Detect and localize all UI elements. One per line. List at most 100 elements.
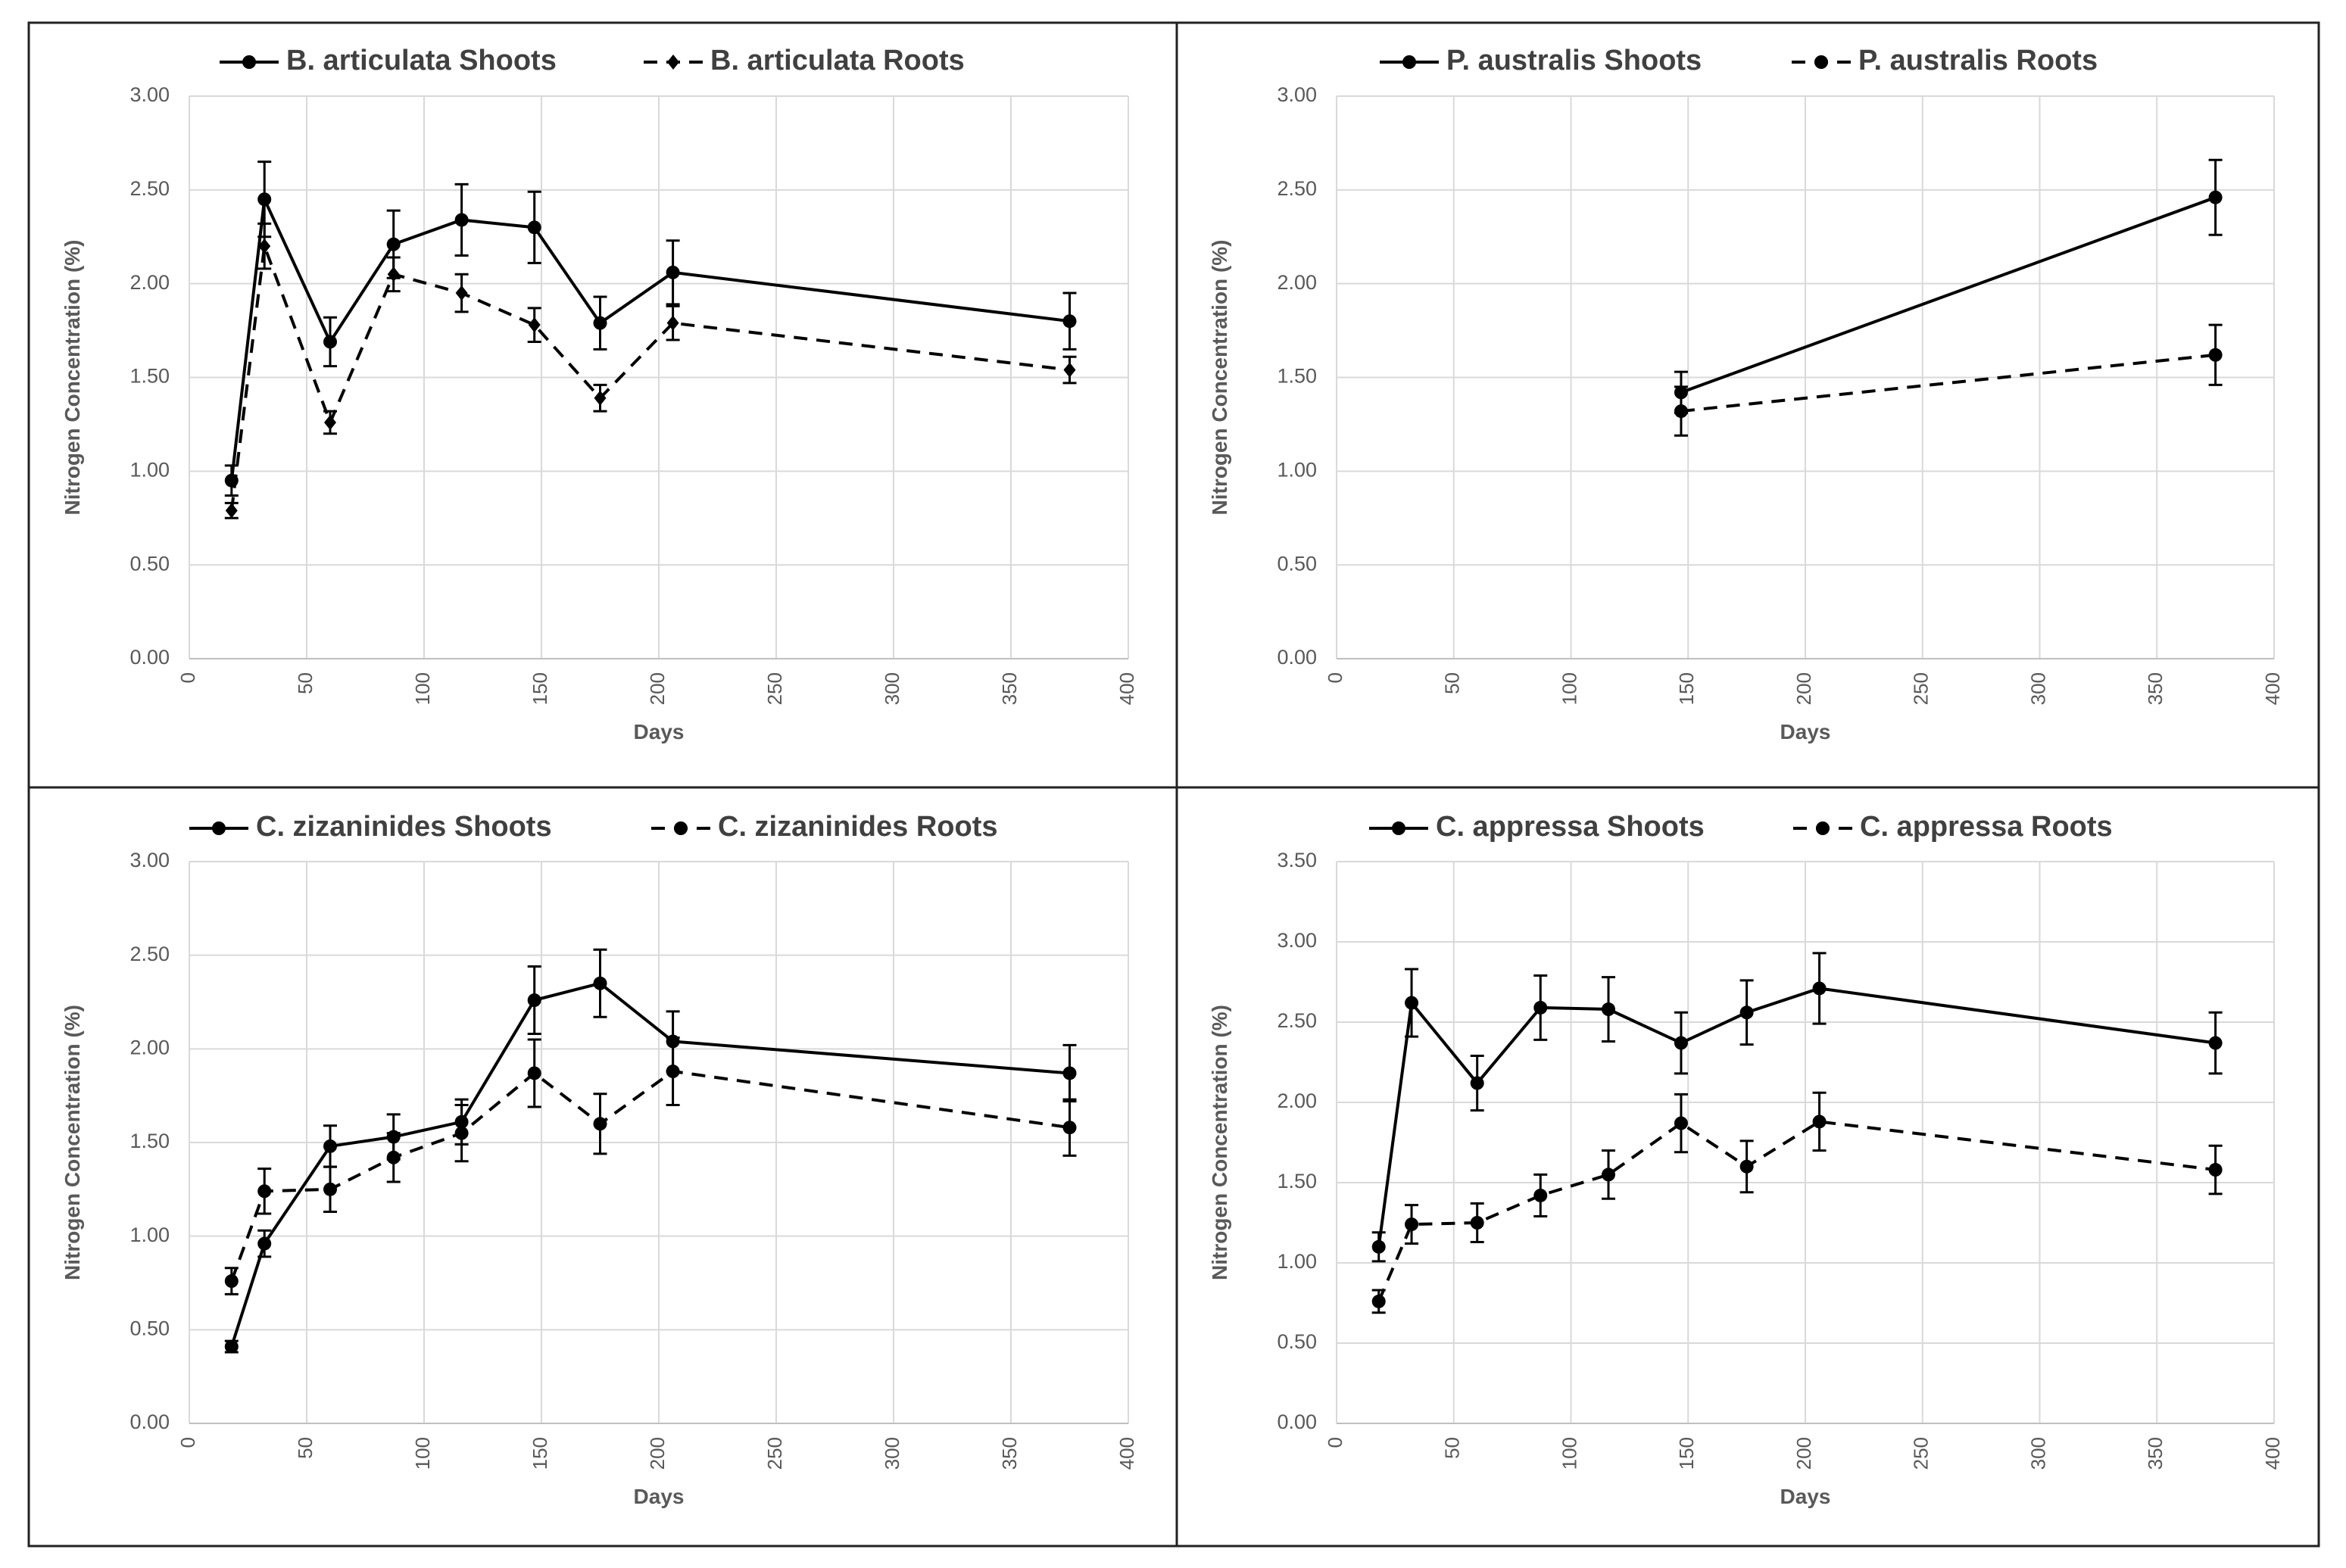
x-tick-label: 150 [1675,672,1698,705]
data-point-marker [1674,404,1688,419]
legend-label: C. zizaninides Shoots [256,811,552,843]
data-point-marker [387,267,400,282]
legend-marker [1392,821,1405,835]
data-point-marker [2208,190,2223,204]
y-axis-title: Nitrogen Concentration (%) [1208,240,1231,516]
data-point-marker [1533,1188,1548,1202]
data-point-marker [1405,1217,1419,1232]
data-point-marker [257,1184,272,1199]
x-tick-label: 250 [763,672,786,705]
data-point-marker [323,1139,337,1153]
x-tick-label: 250 [1910,1437,1933,1470]
data-point-marker [1063,362,1076,378]
x-axis-title: Days [1780,1485,1831,1508]
legend-label: B. articulata Roots [710,45,965,76]
y-tick-label: 0.50 [129,552,170,575]
x-axis-title: Days [634,720,685,743]
y-axis-title: Nitrogen Concentration (%) [61,240,84,516]
y-tick-label: 0.00 [129,1411,170,1433]
data-point-marker [386,1150,401,1164]
series-roots [224,222,1077,519]
x-tick-label: 200 [1792,1437,1815,1470]
legend-label: C. appressa Roots [1860,811,2113,843]
series-line [1680,195,2217,394]
data-point-marker [593,316,607,330]
data-point-marker [224,1274,239,1289]
series-roots [1371,1091,2223,1314]
x-tick-label: 250 [763,1437,786,1470]
data-point-marker [1674,1116,1688,1130]
y-tick-label: 3.00 [1277,929,1317,952]
x-tick-label: 250 [1910,672,1933,705]
data-point-marker [528,317,541,333]
y-tick-label: 1.50 [129,1130,170,1152]
x-tick-label: 300 [881,672,903,705]
x-tick-label: 150 [529,672,551,705]
legend-marker [1814,55,1828,69]
data-point-marker [2208,1036,2223,1050]
y-tick-label: 0.50 [129,1317,170,1339]
x-tick-label: 200 [1792,672,1815,705]
y-tick-label: 0.50 [1277,552,1317,575]
chart-c-zizaninides: 0 50 100 150 200 250 300 350 400 0.00 0.50 1.00 1.50… [61,811,1138,1508]
x-tick-label: 100 [1558,672,1580,705]
data-point-marker [1405,996,1419,1010]
legend-marker [242,55,256,69]
legend-label: P. australis Shoots [1446,45,1702,76]
x-tick-label: 50 [1441,672,1464,694]
data-point-marker [1470,1216,1484,1230]
y-tick-label: 1.00 [1277,1250,1317,1273]
data-point-marker [1371,1294,1386,1308]
data-point-marker [258,238,271,254]
data-point-marker [527,1066,541,1080]
legend: P. australis Shoots P. australis Roots [1380,45,2098,76]
data-point-marker [1371,1239,1386,1254]
data-point-marker [1739,1005,1754,1020]
y-tick-label: 3.00 [129,849,170,871]
chart-p-australis: 0 50 100 150 200 250 300 350 400 0.00 0.50 1.00 1.50… [1208,45,2284,743]
x-tick-label: 400 [2261,672,2284,705]
series-roots [1674,323,2223,437]
y-tick-label: 0.00 [1277,1411,1317,1433]
data-point-marker [454,1126,469,1140]
series-line [1377,1120,2216,1302]
x-tick-label: 350 [998,1437,1021,1470]
y-tick-label: 2.00 [129,271,170,294]
x-tick-label: 0 [176,1437,199,1448]
y-tick-label: 3.50 [1277,849,1317,871]
data-point-marker [323,1182,337,1196]
series-line [229,981,1070,1348]
x-tick-label: 400 [1115,672,1138,705]
y-tick-label: 0.00 [1277,646,1317,669]
y-tick-label: 3.00 [1277,83,1317,106]
data-point-marker [324,414,336,430]
legend-marker [1816,821,1830,835]
x-tick-label: 300 [881,1437,903,1470]
data-point-marker [666,315,679,331]
data-point-marker [1812,981,1827,996]
data-point-marker [1739,1159,1754,1174]
x-tick-label: 0 [1324,672,1346,683]
y-tick-label: 1.00 [129,1224,170,1246]
data-point-marker [666,265,680,279]
data-point-marker [1533,1000,1548,1015]
x-tick-label: 100 [411,1437,434,1470]
x-tick-label: 100 [411,672,434,705]
y-tick-label: 0.50 [1277,1330,1317,1353]
x-tick-label: 350 [998,672,1021,705]
legend-marker [674,821,688,835]
legend: C. zizaninides Shoots C. zizaninides Root… [189,811,997,843]
x-axis-title: Days [1780,720,1831,743]
data-point-marker [1470,1076,1484,1090]
x-tick-label: 100 [1558,1437,1580,1470]
y-tick-label: 1.50 [1277,365,1317,388]
x-tick-label: 0 [176,672,199,683]
x-tick-label: 350 [2144,672,2167,705]
y-axis-title: Nitrogen Concentration (%) [61,1005,84,1280]
y-tick-label: 2.50 [129,943,170,965]
y-tick-label: 1.00 [1277,458,1317,481]
series-shoots [224,948,1077,1354]
data-point-marker [455,285,468,301]
y-axis-title: Nitrogen Concentration (%) [1208,1005,1231,1280]
